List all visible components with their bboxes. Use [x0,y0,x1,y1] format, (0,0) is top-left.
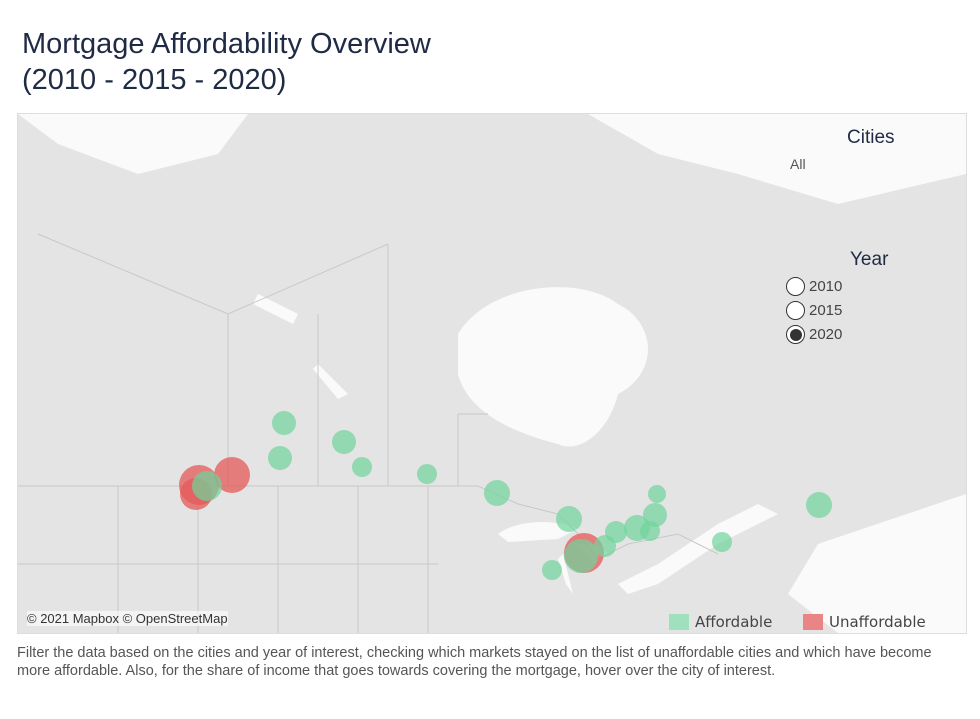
title-line-2: (2010 - 2015 - 2020) [22,64,287,96]
water-bodies [18,114,966,633]
city-markers [179,411,832,580]
radio-label: 2015 [809,302,843,319]
city-marker-affordable[interactable] [556,506,582,532]
city-marker-affordable[interactable] [332,430,356,454]
map-credit[interactable]: © 2021 Mapbox © OpenStreetMap [27,611,228,626]
city-marker-unaffordable[interactable] [214,457,250,493]
city-marker-affordable[interactable] [712,532,732,552]
city-marker-affordable[interactable] [564,539,598,573]
legend-affordable: Affordable [669,613,772,631]
legend-label: Affordable [695,613,773,631]
city-marker-affordable[interactable] [594,535,616,557]
radio-icon [786,277,805,296]
city-marker-affordable[interactable] [648,485,666,503]
map[interactable] [17,113,967,634]
radio-selected-icon [786,325,805,344]
year-radio-2015[interactable]: 2015 [786,301,842,320]
city-marker-affordable[interactable] [542,560,562,580]
city-marker-affordable[interactable] [643,503,667,527]
page-title: Mortgage Affordability Overview (2010 - … [22,26,431,98]
city-marker-affordable[interactable] [272,411,296,435]
cities-filter-value[interactable]: All [790,156,806,172]
affordable-swatch [669,614,689,630]
legend-unaffordable: Unaffordable [803,613,926,631]
city-marker-affordable[interactable] [352,457,372,477]
year-radio-2010[interactable]: 2010 [786,277,842,296]
title-line-1: Mortgage Affordability Overview [22,28,431,60]
city-marker-affordable[interactable] [192,471,222,501]
city-marker-affordable[interactable] [417,464,437,484]
radio-label: 2020 [809,326,843,343]
unaffordable-swatch [803,614,823,630]
caption: Filter the data based on the cities and … [17,645,932,679]
city-marker-affordable[interactable] [806,492,832,518]
year-radio-2020[interactable]: 2020 [786,325,842,344]
radio-label: 2010 [809,278,843,295]
map-canvas [18,114,966,633]
city-marker-affordable[interactable] [484,480,510,506]
radio-icon [786,301,805,320]
cities-filter-title: Cities [847,127,895,148]
year-filter-title: Year [850,249,889,270]
city-marker-affordable[interactable] [268,446,292,470]
city-marker-affordable[interactable] [640,521,660,541]
legend-label: Unaffordable [829,613,926,631]
